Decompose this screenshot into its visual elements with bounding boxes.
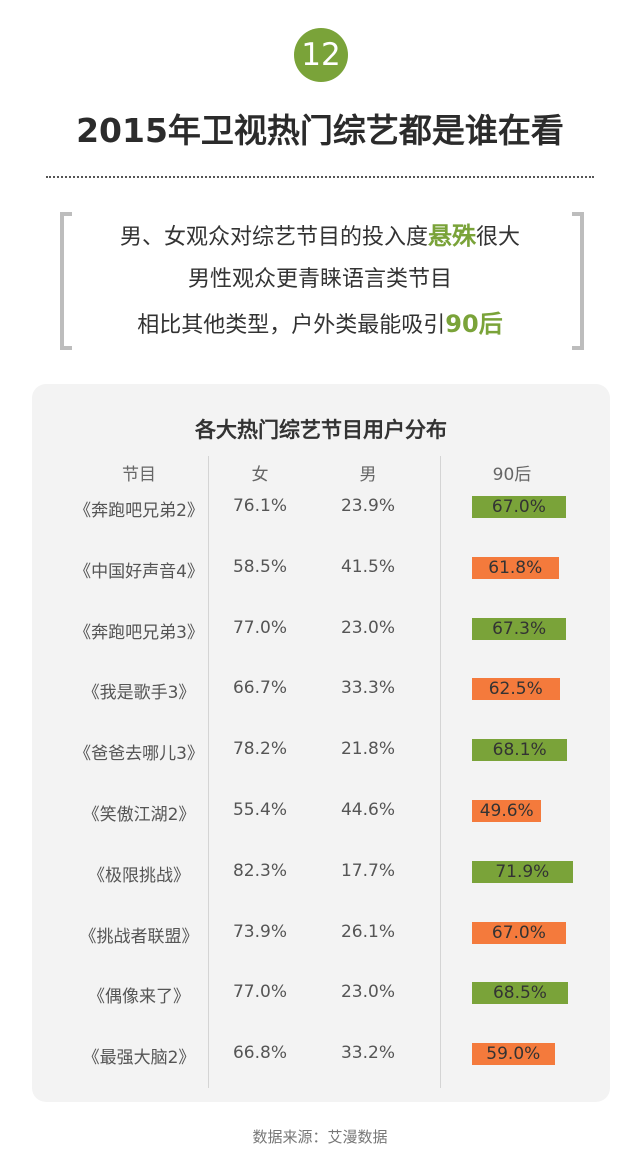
table-title: 各大热门综艺节目用户分布 [195,418,447,442]
post90-bar: 61.8% [472,556,559,579]
post90-bar: 68.5% [472,982,568,1005]
program-name: 《爸爸去哪儿3》 [74,744,204,765]
program-name: 《极限挑战》 [88,865,190,886]
post90-bar: 62.5% [472,678,560,701]
right-bracket [572,212,584,350]
post90-bar: 67.0% [472,921,566,944]
column-divider [440,456,441,1088]
post90-bar: 67.3% [472,617,567,640]
summary-line-1-text: 男、女观众对综艺节目的投入度 [119,225,428,250]
female-share: 78.2% [232,739,287,760]
female-share: 82.3% [232,860,287,881]
table-card: 各大热门综艺节目用户分布 节目 女 男 90后 《奔跑吧兄弟2》 76.1% 23.… [32,384,610,1102]
column-divider [208,456,209,1088]
summary-highlight-3: 90后 [445,310,503,338]
male-share: 41.5% [340,556,395,577]
program-name: 《最强大脑2》 [82,1048,196,1069]
summary-block: 男、女观众对综艺节目的投入度悬殊很大 男性观众更青睐语言类节目 相比其他类型，户… [70,214,570,346]
female-share: 66.7% [232,678,287,699]
female-share: 77.0% [232,982,287,1003]
summary-line-1: 男、女观众对综艺节目的投入度悬殊很大 [70,214,570,258]
header-female: 女 [251,465,269,485]
male-share: 44.6% [340,800,395,820]
female-share: 76.1% [232,496,287,516]
header-post90: 90后 [492,465,532,485]
summary-line-3-text: 相比其他类型，户外类最能吸引 [137,313,446,338]
header-program: 节目 [122,465,156,485]
male-share: 23.0% [340,617,395,638]
summary-highlight-1: 悬殊 [428,222,476,250]
male-share: 23.9% [340,496,395,516]
post90-bar: 59.0% [472,1043,555,1066]
post90-bar: 49.6% [472,800,542,822]
page-number-badge: 12 [294,28,348,82]
male-share: 21.8% [340,739,395,760]
program-name: 《挑战者联盟》 [79,926,199,947]
program-name: 《中国好声音4》 [74,561,204,582]
male-share: 26.1% [340,921,395,942]
program-name: 《奔跑吧兄弟2》 [74,501,204,521]
program-name: 《笑傲江湖2》 [82,805,196,825]
male-share: 17.7% [340,860,395,881]
male-share: 23.0% [340,982,395,1003]
summary-line-1-tail: 很大 [476,225,521,250]
female-share: 55.4% [232,800,287,820]
program-name: 《偶像来了》 [88,987,190,1008]
male-share: 33.3% [340,678,395,699]
program-name: 《奔跑吧兄弟3》 [74,622,204,643]
female-share: 77.0% [232,617,287,638]
summary-line-2: 男性观众更青睐语言类节目 [187,267,452,292]
post90-bar: 71.9% [472,860,573,883]
data-source: 数据来源：艾漫数据 [252,1128,388,1146]
program-name: 《我是歌手3》 [82,683,196,704]
dotted-divider [46,176,594,178]
page-title: 2015年卫视热门综艺都是谁在看 [76,111,564,150]
female-share: 58.5% [232,556,287,577]
female-share: 73.9% [232,921,287,942]
male-share: 33.2% [340,1043,395,1064]
header-male: 男 [359,465,377,485]
female-share: 66.8% [232,1043,287,1064]
summary-line-3: 相比其他类型，户外类最能吸引90后 [70,302,570,346]
post90-bar: 67.0% [472,496,566,518]
left-bracket [60,212,72,350]
post90-bar: 68.1% [472,739,568,762]
